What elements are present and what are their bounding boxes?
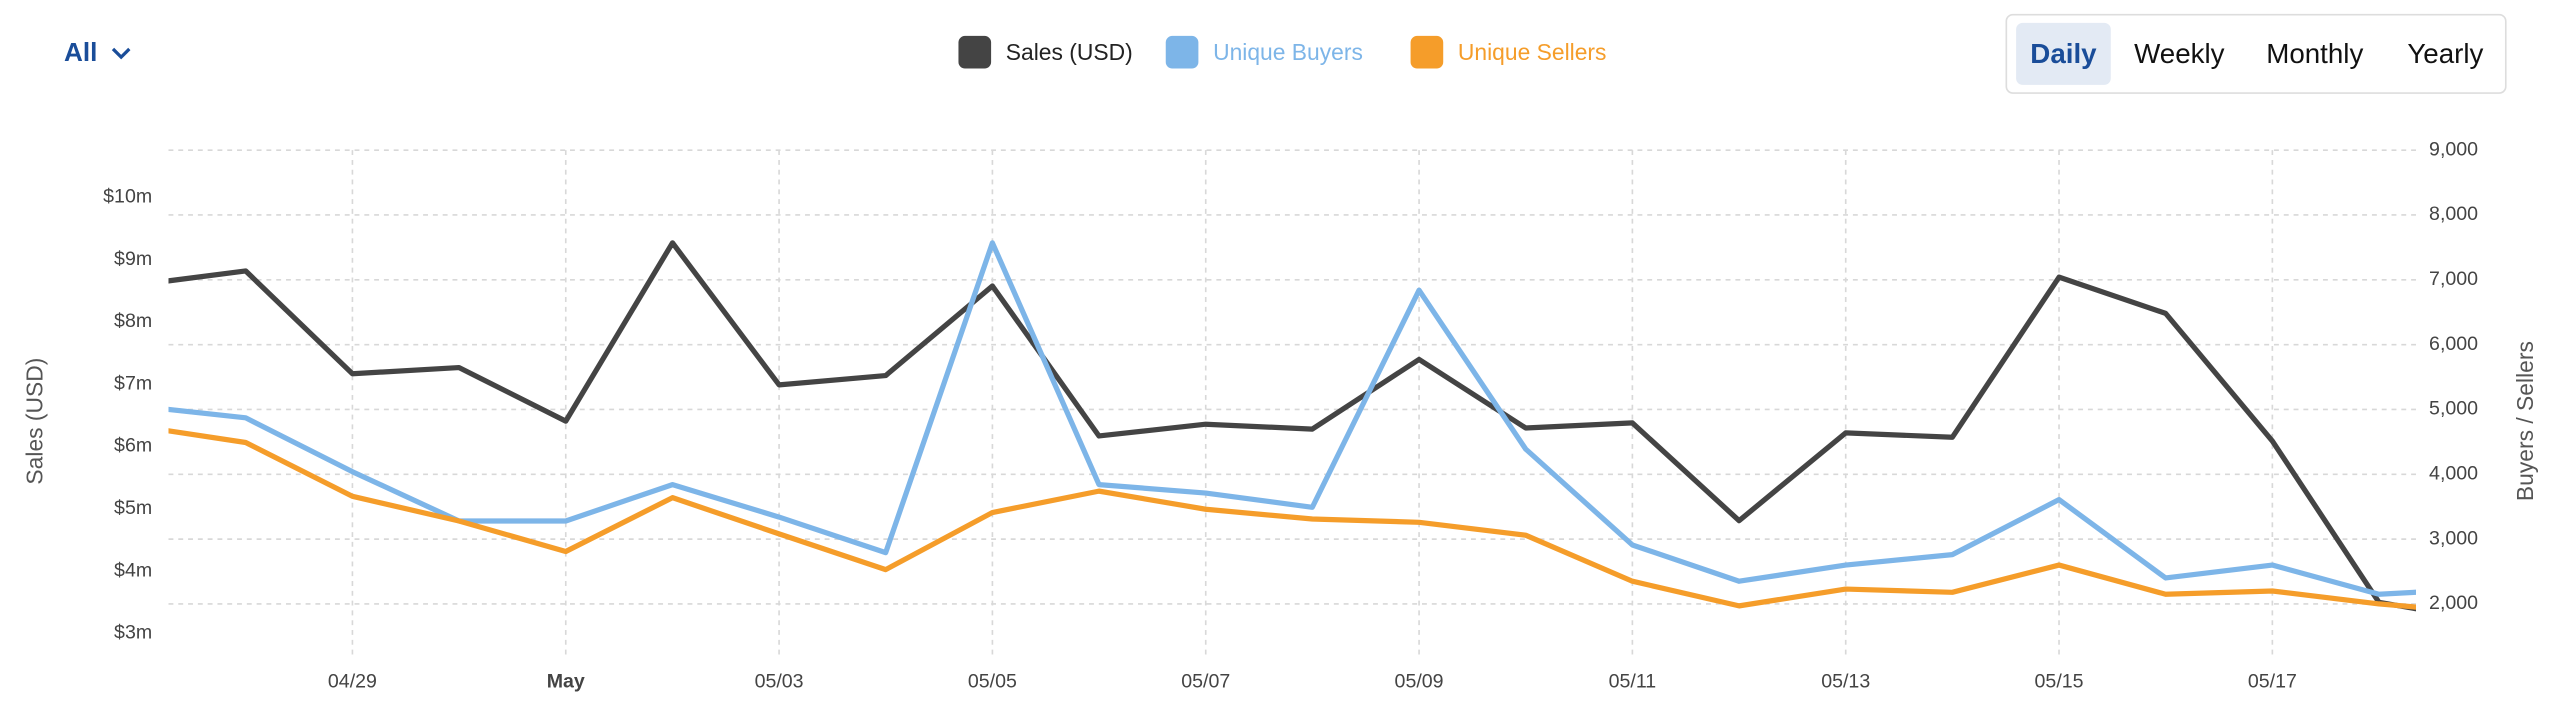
x-tick-label: 04/29 bbox=[328, 670, 377, 692]
x-tick-label: 05/09 bbox=[1395, 670, 1444, 692]
y-tick-label: $4m bbox=[114, 559, 152, 581]
series-line bbox=[168, 428, 2416, 610]
x-tick-label: May bbox=[547, 670, 585, 692]
period-button-label: Weekly bbox=[2134, 38, 2225, 69]
period-button[interactable]: Daily bbox=[2016, 22, 2111, 85]
y-tick-label: $9m bbox=[114, 248, 152, 270]
x-tick-label: 05/17 bbox=[2248, 670, 2297, 692]
period-button-bg bbox=[2016, 22, 2111, 85]
y-tick-label: $7m bbox=[114, 372, 152, 394]
x-tick-label: 05/11 bbox=[1609, 670, 1657, 692]
y2-tick-label: 6,000 bbox=[2429, 333, 2478, 355]
legend-item[interactable]: Unique Sellers bbox=[1410, 35, 1607, 69]
y2-tick-label: 5,000 bbox=[2429, 398, 2478, 420]
y2-axis-title: Buyers / Sellers bbox=[2512, 341, 2538, 501]
y2-tick-label: 8,000 bbox=[2429, 203, 2478, 225]
y2-tick-label: 7,000 bbox=[2429, 268, 2478, 290]
series-line bbox=[168, 240, 2416, 597]
filter-label: All bbox=[64, 37, 97, 67]
period-switcher bbox=[2005, 13, 2507, 94]
y-axis-title: Sales (USD) bbox=[21, 358, 47, 485]
y-tick-label: $6m bbox=[114, 435, 152, 457]
period-button-label: Monthly bbox=[2266, 38, 2363, 69]
dropdown-chevron bbox=[111, 47, 131, 60]
x-tick-label: 05/03 bbox=[755, 670, 804, 692]
series-line bbox=[168, 240, 2416, 612]
filter-dropdown[interactable]: All bbox=[64, 37, 131, 67]
legend-swatch bbox=[1165, 35, 1199, 69]
legend-label: Sales (USD) bbox=[1006, 39, 1133, 65]
x-tick-label: 05/07 bbox=[1181, 670, 1230, 692]
y-tick-label: $10m bbox=[103, 186, 152, 208]
y-tick-label: $8m bbox=[114, 310, 152, 332]
y2-tick-label: 9,000 bbox=[2429, 138, 2478, 160]
x-tick-label: 05/13 bbox=[1821, 670, 1870, 692]
y2-tick-label: 3,000 bbox=[2429, 527, 2478, 549]
legend-swatch bbox=[1410, 35, 1444, 69]
x-tick-label: 05/05 bbox=[968, 670, 1017, 692]
legend-label: Unique Buyers bbox=[1213, 39, 1363, 65]
y2-tick-label: 4,000 bbox=[2429, 462, 2478, 484]
legend-item[interactable]: Sales (USD) bbox=[958, 35, 1133, 69]
period-button-label: Yearly bbox=[2407, 38, 2483, 69]
period-button[interactable]: Weekly bbox=[2134, 38, 2225, 69]
x-tick-label: 05/15 bbox=[2035, 670, 2084, 692]
legend-label: Unique Sellers bbox=[1458, 39, 1607, 65]
legend-swatch bbox=[958, 35, 992, 69]
period-button-label: Daily bbox=[2030, 38, 2097, 69]
y-tick-label: $5m bbox=[114, 497, 152, 519]
period-button[interactable]: Yearly bbox=[2407, 38, 2483, 69]
period-button[interactable]: Monthly bbox=[2266, 38, 2363, 69]
y2-tick-label: 2,000 bbox=[2429, 592, 2478, 614]
y-tick-label: $3m bbox=[114, 622, 152, 644]
legend-item[interactable]: Unique Buyers bbox=[1165, 35, 1363, 69]
